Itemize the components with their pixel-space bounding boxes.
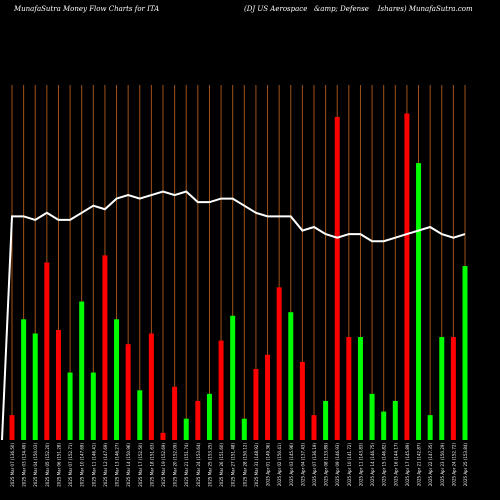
bar-15: [172, 386, 178, 440]
money-flow-line: [1, 190, 466, 441]
bar-30: [346, 337, 352, 440]
bar-12: [137, 390, 143, 440]
x-tick-label-3: 2025 Mar 04 (150.03): [33, 443, 38, 487]
bar-16: [183, 418, 189, 440]
x-tick-label-6: 2025 Mar 07 (152.71): [68, 443, 73, 487]
x-tick-label-36: 2025 Apr 21 (142.87): [417, 443, 422, 487]
bar-22: [253, 369, 259, 440]
x-tick-label-9: 2025 Mar 12 (147.69): [103, 443, 108, 487]
bar-23: [265, 354, 271, 440]
bar-35: [404, 113, 410, 441]
bar-27: [311, 415, 317, 440]
bar-9: [102, 255, 108, 440]
x-tick-label-12: 2025 Mar 17 (152.50): [138, 443, 143, 487]
x-tick-label-21: 2025 Mar 28 (150.12): [242, 443, 247, 487]
bar-26: [299, 361, 305, 440]
bar-29: [334, 116, 340, 440]
x-tick-label-1: 2025 Mar 07 (136.50): [10, 443, 15, 487]
bar-19: [218, 340, 224, 440]
x-tick-label-31: 2025 Apr 11 (143.83): [358, 443, 363, 487]
bar-17: [195, 400, 201, 440]
x-tick-label-13: 2025 Mar 18 (151.63): [149, 443, 154, 487]
x-tick-label-38: 2025 Apr 23 (150.29): [440, 443, 445, 487]
bar-10: [114, 319, 120, 440]
x-tick-label-27: 2025 Apr 07 (136.19): [312, 443, 317, 487]
x-tick-label-17: 2025 Mar 24 (153.64): [196, 443, 201, 487]
x-tick-label-25: 2025 Apr 03 (145.96): [289, 443, 294, 487]
x-tick-label-5: 2025 Mar 06 (151.28): [56, 443, 61, 487]
x-tick-label-29: 2025 Apr 09 (146.93): [335, 443, 340, 487]
bar-13: [148, 333, 154, 440]
bar-25: [288, 312, 294, 440]
x-tick-label-23: 2025 Apr 01 (149.36): [266, 443, 271, 487]
x-tick-label-37: 2025 Apr 22 (147.35): [428, 443, 433, 487]
bar-24: [276, 287, 282, 440]
bar-20: [230, 315, 236, 440]
x-tick-label-10: 2025 Mar 13 (146.27): [115, 443, 120, 487]
bar-33: [381, 411, 387, 440]
x-tick-label-4: 2025 Mar 05 (152.20): [45, 443, 50, 487]
x-tick-label-18: 2025 Mar 25 (153.25): [207, 443, 212, 487]
bar-40: [462, 266, 468, 440]
chart-header: MunafaSutra Money Flow Charts for ITA (D…: [0, 5, 500, 19]
x-tick-label-22: 2025 Mar 31 (148.92): [254, 443, 259, 487]
x-tick-label-30: 2025 Apr 10 (141.72): [347, 443, 352, 487]
x-tick-label-8: 2025 Mar 11 (146.41): [91, 443, 96, 487]
x-tick-label-40: 2025 Apr 25 (153.84): [463, 443, 468, 487]
x-tick-label-28: 2025 Apr 08 (133.89): [324, 443, 329, 487]
x-tick-label-39: 2025 Apr 24 (152.72): [451, 443, 456, 487]
x-tick-label-32: 2025 Apr 14 (146.75): [370, 443, 375, 487]
bar-11: [125, 344, 131, 440]
x-tick-label-14: 2025 Mar 19 (152.69): [161, 443, 166, 487]
bar-39: [450, 337, 456, 440]
bar-38: [439, 337, 445, 440]
bar-8: [90, 372, 96, 440]
bar-32: [369, 393, 375, 440]
bar-34: [392, 400, 398, 440]
bar-18: [206, 393, 212, 440]
bar-28: [323, 400, 329, 440]
x-tick-label-2: 2025 Mar 03 (134.49): [22, 443, 27, 487]
x-tick-label-16: 2025 Mar 21 (151.74): [184, 443, 189, 487]
x-tick-label-35: 2025 Apr 17 (145.89): [405, 443, 410, 487]
x-tick-label-26: 2025 Apr 04 (137.43): [300, 443, 305, 487]
bar-4: [44, 262, 50, 440]
bar-36: [416, 163, 422, 440]
bar-21: [241, 418, 247, 440]
bar-14: [160, 432, 166, 440]
bar-6: [67, 372, 73, 440]
bar-2: [21, 319, 27, 440]
bar-1: [9, 415, 15, 440]
chart-title-right: (DJ US Aerospace &amp; Defense Ishares) …: [244, 5, 473, 13]
bar-7: [79, 301, 85, 440]
chart-title-left: MunafaSutra Money Flow Charts for ITA: [14, 5, 160, 13]
bar-3: [32, 333, 38, 440]
x-tick-label-24: 2025 Apr 02 (150.41): [277, 443, 282, 487]
x-tick-label-20: 2025 Mar 27 (151.48): [231, 443, 236, 487]
x-tick-label-34: 2025 Apr 16 (144.17): [393, 443, 398, 487]
x-tick-label-7: 2025 Mar 10 (147.69): [80, 443, 85, 487]
bar-31: [357, 337, 363, 440]
x-tick-label-33: 2025 Apr 15 (146.82): [382, 443, 387, 487]
bar-37: [427, 415, 433, 440]
x-tick-label-19: 2025 Mar 26 (151.60): [219, 443, 224, 487]
x-tick-label-11: 2025 Mar 14 (150.96): [126, 443, 131, 487]
bar-5: [55, 329, 61, 440]
x-tick-label-15: 2025 Mar 20 (152.09): [173, 443, 178, 487]
